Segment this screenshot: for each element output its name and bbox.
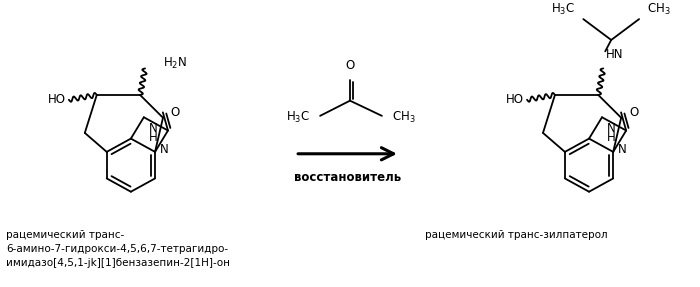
Text: рацемический транс-зилпатерол: рацемический транс-зилпатерол [425,230,608,240]
Text: H$_3$C: H$_3$C [551,2,575,17]
Text: N: N [160,144,169,156]
Text: восстановитель: восстановитель [294,171,401,184]
Text: HO: HO [48,93,66,106]
Text: H$_2$N: H$_2$N [163,56,187,71]
Text: рацемический транс-
6-амино-7-гидрокси-4,5,6,7-тетрагидро-
имидазо[4,5,1-jk][1]б: рацемический транс- 6-амино-7-гидрокси-4… [6,230,230,268]
Text: O: O [345,59,355,72]
Text: CH$_3$: CH$_3$ [392,110,416,125]
Text: H: H [149,131,158,144]
Text: N: N [618,144,627,156]
Text: HN: HN [606,48,624,61]
Text: CH$_3$: CH$_3$ [647,2,671,17]
Text: HO: HO [506,93,524,106]
Text: H: H [607,131,616,144]
Text: N: N [149,122,158,135]
Text: H$_3$C: H$_3$C [286,110,310,125]
Text: N: N [607,122,616,135]
Text: O: O [629,106,638,119]
Text: O: O [171,106,180,119]
